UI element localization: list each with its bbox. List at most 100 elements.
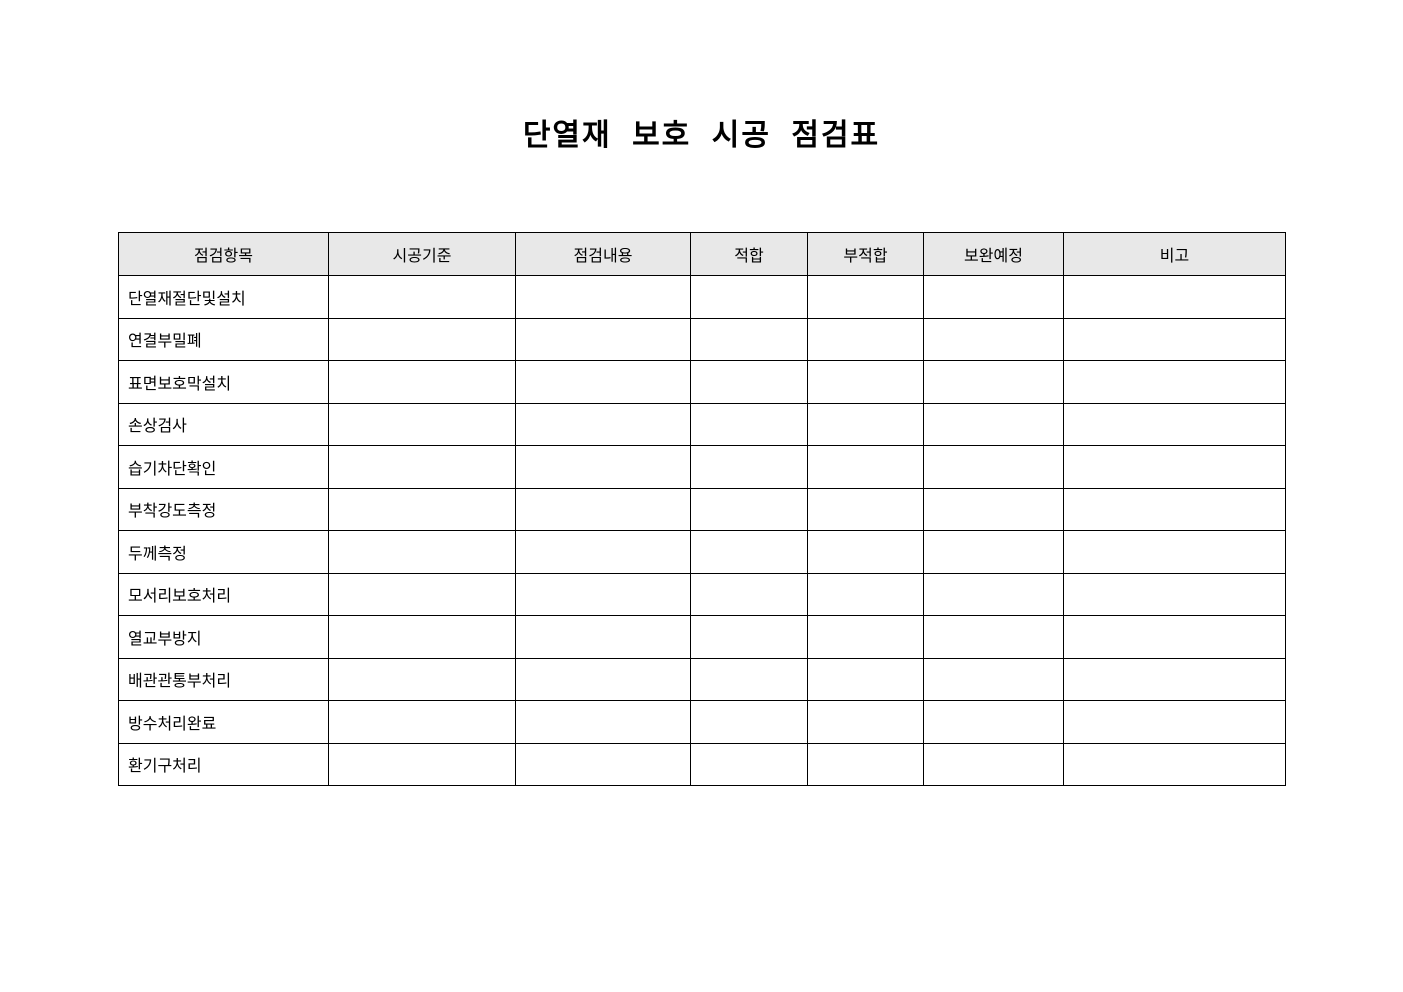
to-be-supplemented-cell[interactable] xyxy=(923,572,1064,616)
construction-standard-cell[interactable] xyxy=(328,402,516,446)
inspection-content-cell[interactable] xyxy=(515,360,691,404)
inspection-content-cell[interactable] xyxy=(515,402,691,446)
header-inspection-item: 점검항목 xyxy=(118,232,329,276)
construction-standard-cell[interactable] xyxy=(328,487,516,531)
construction-standard-cell[interactable] xyxy=(328,360,516,404)
inspection-content-cell[interactable] xyxy=(515,615,691,659)
pass-cell[interactable] xyxy=(690,317,808,361)
construction-standard-cell[interactable] xyxy=(328,572,516,616)
remarks-cell[interactable] xyxy=(1063,530,1286,574)
pass-cell[interactable] xyxy=(690,360,808,404)
pass-cell[interactable] xyxy=(690,657,808,701)
remarks-cell[interactable] xyxy=(1063,275,1286,319)
header-fail: 부적합 xyxy=(807,232,924,276)
to-be-supplemented-cell[interactable] xyxy=(923,530,1064,574)
fail-cell[interactable] xyxy=(807,700,924,744)
to-be-supplemented-cell[interactable] xyxy=(923,317,1064,361)
construction-standard-cell[interactable] xyxy=(328,615,516,659)
remarks-cell[interactable] xyxy=(1063,445,1286,489)
inspection-item-cell: 배관관통부처리 xyxy=(118,657,329,701)
inspection-item-cell: 열교부방지 xyxy=(118,615,329,659)
construction-standard-cell[interactable] xyxy=(328,317,516,361)
inspection-content-cell[interactable] xyxy=(515,275,691,319)
fail-cell[interactable] xyxy=(807,445,924,489)
table-row: 손상검사 xyxy=(118,402,1286,446)
construction-standard-cell[interactable] xyxy=(328,445,516,489)
inspection-item-cell: 부착강도측정 xyxy=(118,487,329,531)
table-row: 환기구처리 xyxy=(118,742,1286,786)
to-be-supplemented-cell[interactable] xyxy=(923,700,1064,744)
inspection-content-cell[interactable] xyxy=(515,445,691,489)
pass-cell[interactable] xyxy=(690,615,808,659)
to-be-supplemented-cell[interactable] xyxy=(923,487,1064,531)
pass-cell[interactable] xyxy=(690,402,808,446)
table-row: 단열재절단및설치 xyxy=(118,275,1286,319)
fail-cell[interactable] xyxy=(807,317,924,361)
page-title: 단열재 보호 시공 점검표 xyxy=(522,118,881,153)
table-row: 부착강도측정 xyxy=(118,487,1286,531)
construction-standard-cell[interactable] xyxy=(328,275,516,319)
fail-cell[interactable] xyxy=(807,530,924,574)
inspection-content-cell[interactable] xyxy=(515,487,691,531)
inspection-content-cell[interactable] xyxy=(515,700,691,744)
inspection-item-cell: 표면보호막설치 xyxy=(118,360,329,404)
to-be-supplemented-cell[interactable] xyxy=(923,275,1064,319)
remarks-cell[interactable] xyxy=(1063,572,1286,616)
to-be-supplemented-cell[interactable] xyxy=(923,657,1064,701)
header-remarks: 비고 xyxy=(1063,232,1286,276)
fail-cell[interactable] xyxy=(807,615,924,659)
pass-cell[interactable] xyxy=(690,487,808,531)
header-pass: 적합 xyxy=(690,232,808,276)
remarks-cell[interactable] xyxy=(1063,487,1286,531)
table-row: 배관관통부처리 xyxy=(118,657,1286,701)
fail-cell[interactable] xyxy=(807,487,924,531)
remarks-cell[interactable] xyxy=(1063,742,1286,786)
inspection-content-cell[interactable] xyxy=(515,657,691,701)
inspection-content-cell[interactable] xyxy=(515,742,691,786)
pass-cell[interactable] xyxy=(690,572,808,616)
inspection-table: 점검항목 시공기준 점검내용 적합 부적합 보완예정 비고 단열재절단및설치 연결… xyxy=(118,232,1286,786)
table-row: 연결부밀폐 xyxy=(118,317,1286,361)
inspection-content-cell[interactable] xyxy=(515,572,691,616)
fail-cell[interactable] xyxy=(807,572,924,616)
to-be-supplemented-cell[interactable] xyxy=(923,615,1064,659)
fail-cell[interactable] xyxy=(807,275,924,319)
pass-cell[interactable] xyxy=(690,530,808,574)
table-row: 표면보호막설치 xyxy=(118,360,1286,404)
remarks-cell[interactable] xyxy=(1063,615,1286,659)
header-construction-standard: 시공기준 xyxy=(328,232,516,276)
to-be-supplemented-cell[interactable] xyxy=(923,360,1064,404)
remarks-cell[interactable] xyxy=(1063,402,1286,446)
table-row: 방수처리완료 xyxy=(118,700,1286,744)
table-row: 습기차단확인 xyxy=(118,445,1286,489)
pass-cell[interactable] xyxy=(690,445,808,489)
fail-cell[interactable] xyxy=(807,657,924,701)
inspection-content-cell[interactable] xyxy=(515,530,691,574)
pass-cell[interactable] xyxy=(690,275,808,319)
inspection-item-cell: 습기차단확인 xyxy=(118,445,329,489)
remarks-cell[interactable] xyxy=(1063,317,1286,361)
fail-cell[interactable] xyxy=(807,742,924,786)
fail-cell[interactable] xyxy=(807,402,924,446)
inspection-item-cell: 연결부밀폐 xyxy=(118,317,329,361)
table-row: 두께측정 xyxy=(118,530,1286,574)
to-be-supplemented-cell[interactable] xyxy=(923,402,1064,446)
remarks-cell[interactable] xyxy=(1063,360,1286,404)
to-be-supplemented-cell[interactable] xyxy=(923,445,1064,489)
to-be-supplemented-cell[interactable] xyxy=(923,742,1064,786)
remarks-cell[interactable] xyxy=(1063,700,1286,744)
inspection-item-cell: 모서리보호처리 xyxy=(118,572,329,616)
construction-standard-cell[interactable] xyxy=(328,700,516,744)
remarks-cell[interactable] xyxy=(1063,657,1286,701)
fail-cell[interactable] xyxy=(807,360,924,404)
inspection-item-cell: 단열재절단및설치 xyxy=(118,275,329,319)
pass-cell[interactable] xyxy=(690,700,808,744)
header-inspection-content: 점검내용 xyxy=(515,232,691,276)
construction-standard-cell[interactable] xyxy=(328,742,516,786)
table-row: 열교부방지 xyxy=(118,615,1286,659)
inspection-item-cell: 손상검사 xyxy=(118,402,329,446)
construction-standard-cell[interactable] xyxy=(328,657,516,701)
construction-standard-cell[interactable] xyxy=(328,530,516,574)
inspection-content-cell[interactable] xyxy=(515,317,691,361)
pass-cell[interactable] xyxy=(690,742,808,786)
